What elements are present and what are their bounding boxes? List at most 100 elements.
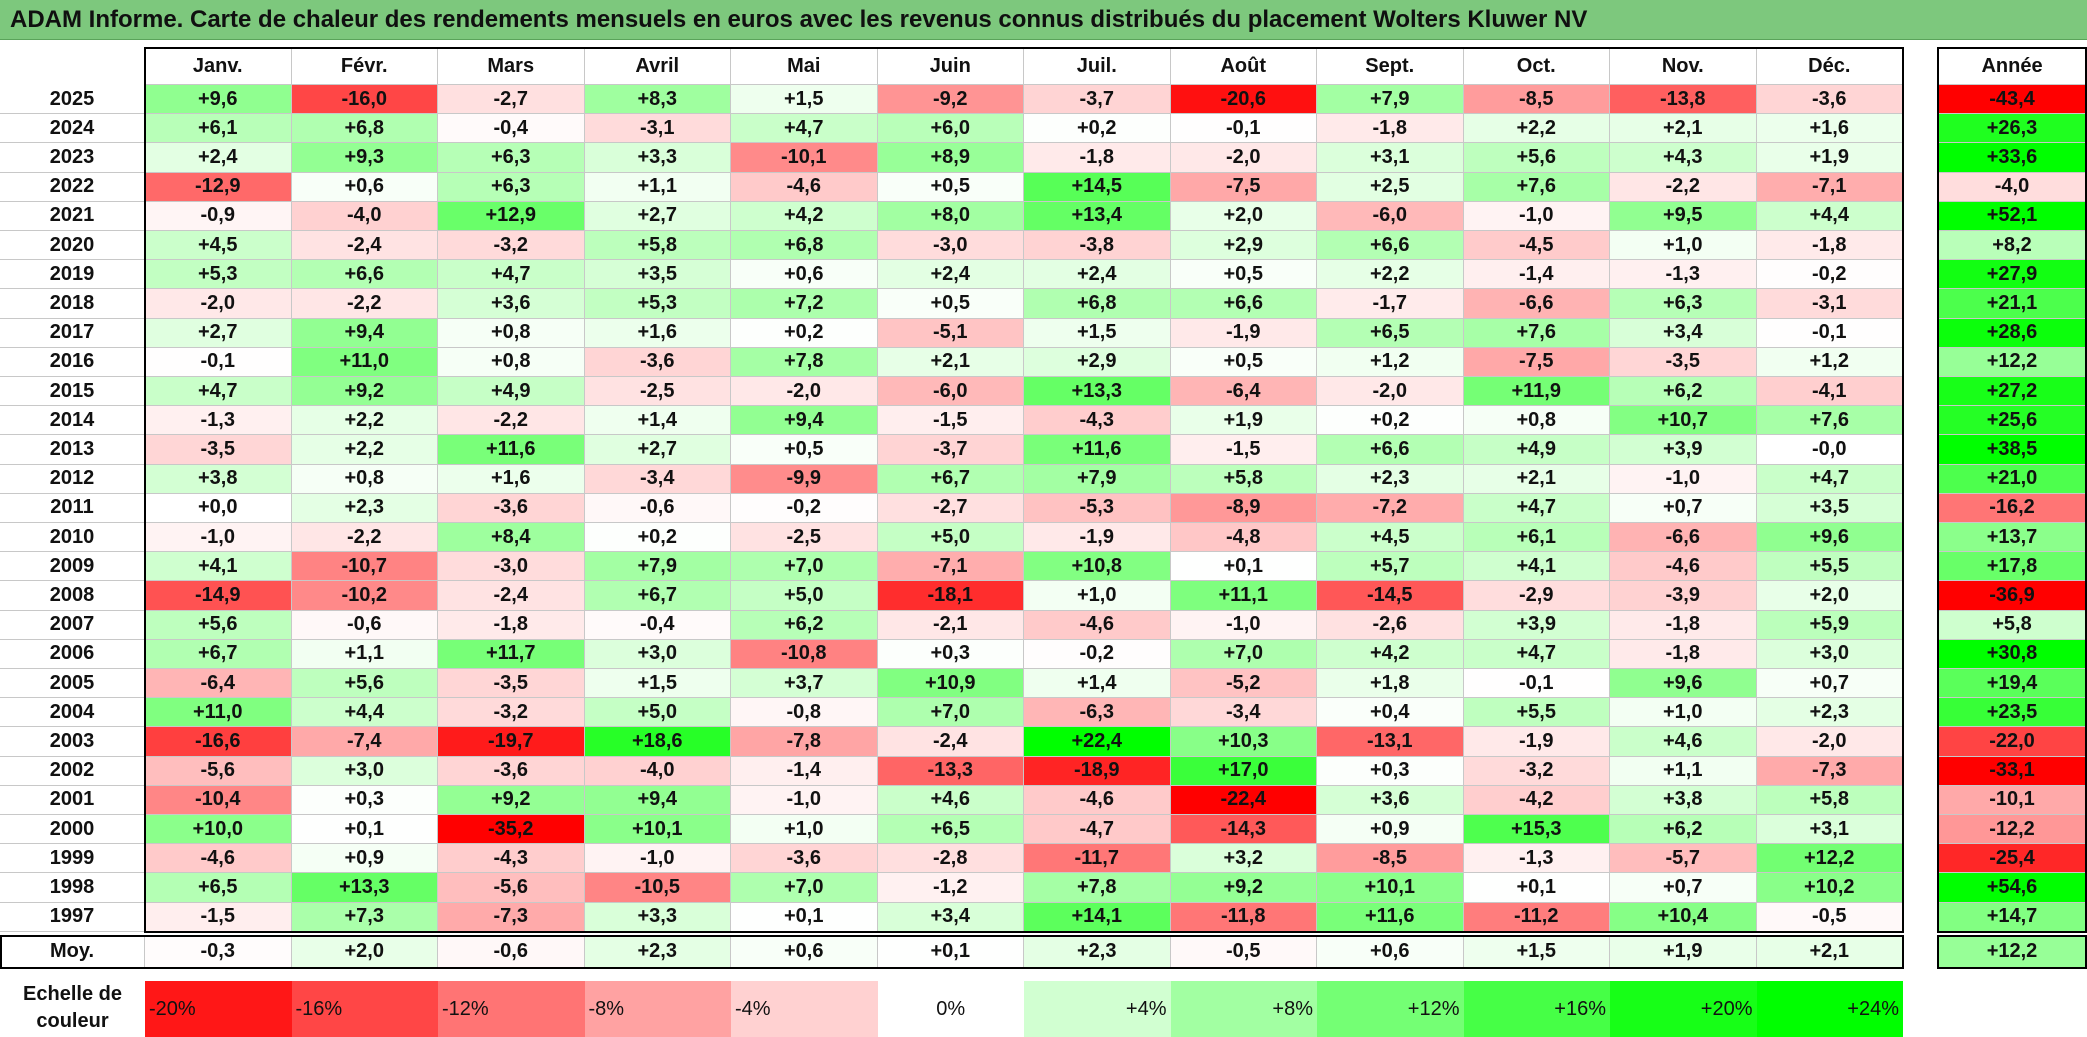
heatmap-cell: -2,1 bbox=[877, 610, 1024, 640]
heatmap-cell: +7,6 bbox=[1463, 172, 1610, 202]
year-total-cell: -16,2 bbox=[1938, 493, 2087, 523]
heatmap-cell: +4,5 bbox=[145, 231, 292, 261]
color-scale-swatch: 0% bbox=[877, 981, 1024, 1037]
month-header: Févr. bbox=[291, 48, 438, 85]
year-total-cell: -36,9 bbox=[1938, 581, 2087, 611]
heatmap-cell: +0,3 bbox=[1317, 756, 1464, 786]
heatmap-cell: -1,7 bbox=[1317, 289, 1464, 319]
heatmap-cell: +1,5 bbox=[1024, 318, 1171, 348]
heatmap-cell: +7,6 bbox=[1756, 406, 1903, 436]
heatmap-cell: +4,4 bbox=[291, 698, 438, 728]
heatmap-cell: +6,6 bbox=[1317, 435, 1464, 465]
month-header: Janv. bbox=[145, 48, 292, 85]
average-total-cell: +12,2 bbox=[1938, 935, 2087, 968]
heatmap-cell: -3,7 bbox=[1024, 85, 1171, 115]
year-label: 2006 bbox=[0, 639, 145, 669]
heatmap-cell: +7,8 bbox=[1024, 873, 1171, 903]
heatmap-cell: +5,8 bbox=[584, 231, 731, 261]
heatmap-cell: -1,8 bbox=[1610, 639, 1757, 669]
heatmap-cell: +18,6 bbox=[584, 727, 731, 757]
year-label: 2016 bbox=[0, 347, 145, 377]
year-label: 2023 bbox=[0, 143, 145, 173]
year-total-cell: +26,3 bbox=[1938, 114, 2087, 144]
heatmap-cell: +4,7 bbox=[145, 377, 292, 407]
heatmap-cell: +1,4 bbox=[584, 406, 731, 436]
heatmap-cell: -3,6 bbox=[438, 493, 585, 523]
heatmap-cell: -3,9 bbox=[1610, 581, 1757, 611]
year-total-cell: -4,0 bbox=[1938, 172, 2087, 202]
year-label: 2004 bbox=[0, 698, 145, 728]
heatmap-cell: -4,7 bbox=[1024, 815, 1171, 845]
heatmap-cell: -2,9 bbox=[1463, 581, 1610, 611]
year-label: 2015 bbox=[0, 377, 145, 407]
heatmap-cell: +12,9 bbox=[438, 201, 585, 231]
heatmap-cell: -2,5 bbox=[584, 377, 731, 407]
average-cell: +2,3 bbox=[1024, 935, 1171, 968]
month-header: Juin bbox=[877, 48, 1024, 85]
heatmap-cell: -0,1 bbox=[145, 347, 292, 377]
heatmap-cell: +2,4 bbox=[1024, 260, 1171, 290]
heatmap-cell: -5,2 bbox=[1170, 669, 1317, 699]
heatmap-cell: +5,6 bbox=[145, 610, 292, 640]
heatmap-cell: -14,9 bbox=[145, 581, 292, 611]
heatmap-cell: -1,8 bbox=[1317, 114, 1464, 144]
heatmap-cell: +5,3 bbox=[145, 260, 292, 290]
heatmap-cell: -0,4 bbox=[584, 610, 731, 640]
heatmap-cell: -5,3 bbox=[1024, 493, 1171, 523]
heatmap-cell: +5,9 bbox=[1756, 610, 1903, 640]
heatmap-cell: +2,1 bbox=[1610, 114, 1757, 144]
heatmap-cell: +2,7 bbox=[584, 435, 731, 465]
heatmap-cell: +0,0 bbox=[145, 493, 292, 523]
heatmap-cell: +2,3 bbox=[291, 493, 438, 523]
heatmap-cell: +9,6 bbox=[1610, 669, 1757, 699]
heatmap-cell: -1,3 bbox=[1610, 260, 1757, 290]
year-label: 2010 bbox=[0, 523, 145, 553]
heatmap-cell: +8,9 bbox=[877, 143, 1024, 173]
heatmap-cell: -1,8 bbox=[1610, 610, 1757, 640]
heatmap-cell: +11,7 bbox=[438, 639, 585, 669]
heatmap-cell: -4,1 bbox=[1756, 377, 1903, 407]
heatmap-cell: -35,2 bbox=[438, 815, 585, 845]
heatmap-cell: +1,1 bbox=[584, 172, 731, 202]
heatmap-cell: -0,1 bbox=[1463, 669, 1610, 699]
heatmap-cell: +12,2 bbox=[1756, 844, 1903, 874]
heatmap-cell: +0,5 bbox=[877, 289, 1024, 319]
year-label: 2020 bbox=[0, 231, 145, 261]
heatmap-cell: +0,5 bbox=[731, 435, 878, 465]
heatmap-cell: -6,3 bbox=[1024, 698, 1171, 728]
heatmap-cell: +4,9 bbox=[438, 377, 585, 407]
heatmap-cell: -13,1 bbox=[1317, 727, 1464, 757]
heatmap-cell: +3,3 bbox=[584, 143, 731, 173]
heatmap-cell: +3,1 bbox=[1317, 143, 1464, 173]
heatmap-cell: -6,4 bbox=[1170, 377, 1317, 407]
heatmap-cell: +9,4 bbox=[584, 785, 731, 815]
heatmap-cell: +6,7 bbox=[145, 639, 292, 669]
year-label: 2022 bbox=[0, 172, 145, 202]
year-total-cell: +21,0 bbox=[1938, 464, 2087, 494]
heatmap-cell: +11,0 bbox=[145, 698, 292, 728]
heatmap-cell: -3,8 bbox=[1024, 231, 1171, 261]
heatmap-cell: +1,1 bbox=[291, 639, 438, 669]
heatmap-cell: -3,4 bbox=[1170, 698, 1317, 728]
heatmap-cell: +4,6 bbox=[1610, 727, 1757, 757]
heatmap-cell: -1,3 bbox=[1463, 844, 1610, 874]
heatmap-cell: -1,3 bbox=[145, 406, 292, 436]
heatmap-cell: -13,3 bbox=[877, 756, 1024, 786]
color-scale-swatch: -8% bbox=[584, 981, 731, 1037]
heatmap-cell: +13,4 bbox=[1024, 201, 1171, 231]
heatmap-cell: +0,7 bbox=[1610, 873, 1757, 903]
heatmap-cell: +6,5 bbox=[877, 815, 1024, 845]
heatmap-cell: -3,0 bbox=[877, 231, 1024, 261]
heatmap-cell: -3,7 bbox=[877, 435, 1024, 465]
heatmap-cell: +1,9 bbox=[1170, 406, 1317, 436]
heatmap-cell: -4,0 bbox=[291, 201, 438, 231]
heatmap-cell: +0,6 bbox=[291, 172, 438, 202]
heatmap-cell: +4,5 bbox=[1317, 523, 1464, 553]
heatmap-cell: -2,0 bbox=[1756, 727, 1903, 757]
color-scale-swatch: +8% bbox=[1170, 981, 1317, 1037]
heatmap-cell: +8,0 bbox=[877, 201, 1024, 231]
heatmap-cell: +2,5 bbox=[1317, 172, 1464, 202]
heatmap-cell: -10,4 bbox=[145, 785, 292, 815]
heatmap-cell: +5,6 bbox=[291, 669, 438, 699]
heatmap-cell: -2,8 bbox=[877, 844, 1024, 874]
